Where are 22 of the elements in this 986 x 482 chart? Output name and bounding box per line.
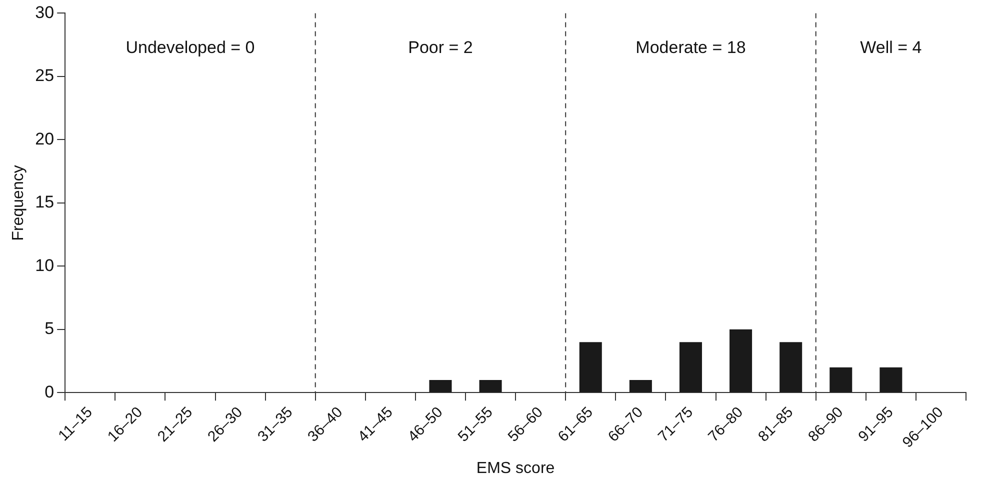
bar (730, 329, 752, 392)
y-tick-label: 0 (44, 382, 54, 402)
annotation: Poor = 2 (408, 38, 473, 57)
y-tick-label: 25 (35, 66, 54, 86)
bar (830, 367, 852, 392)
y-tick-label: 15 (35, 192, 54, 212)
y-tick-label: 5 (44, 319, 54, 338)
bar (880, 367, 902, 392)
y-tick-label: 30 (35, 2, 54, 22)
annotation: Moderate = 18 (636, 38, 746, 57)
bar (629, 380, 652, 392)
y-tick-label: 20 (35, 129, 54, 148)
bar (679, 342, 702, 392)
y-tick-label: 10 (35, 256, 54, 275)
x-axis-title: EMS score (476, 460, 555, 477)
bar (579, 342, 602, 392)
bar (780, 342, 802, 392)
bar (429, 380, 452, 392)
y-axis-title: Frequency (10, 165, 28, 241)
annotation: Undeveloped = 0 (126, 38, 255, 57)
bar (479, 380, 502, 392)
annotation: Well = 4 (860, 38, 922, 57)
